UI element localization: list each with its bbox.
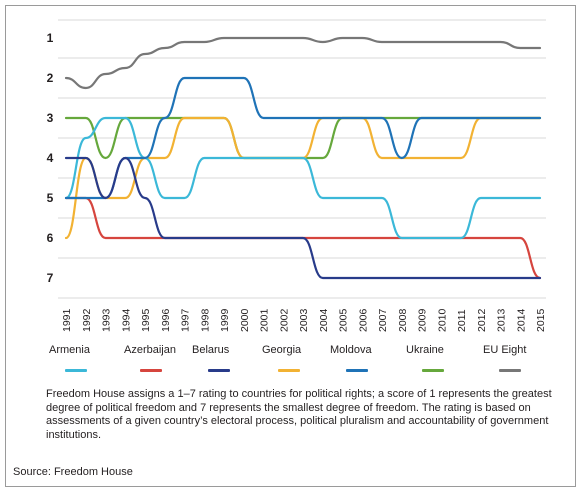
legend-label: Belarus xyxy=(192,344,230,356)
x-tick-label: 1995 xyxy=(140,308,152,332)
y-tick-label: 5 xyxy=(47,191,54,205)
y-tick-label: 2 xyxy=(47,71,54,85)
series-line-eu-eight xyxy=(64,36,542,90)
legend-swatch xyxy=(346,369,368,372)
x-tick-label: 1996 xyxy=(160,308,172,332)
gridlines xyxy=(58,19,546,299)
x-tick-label: 2001 xyxy=(259,308,271,332)
x-tick-label: 1994 xyxy=(120,308,132,332)
x-tick-label: 2003 xyxy=(298,308,310,332)
legend-label: Armenia xyxy=(49,344,90,356)
chart-frame xyxy=(5,5,576,487)
x-tick-label: 1993 xyxy=(101,308,113,332)
series-line-moldova xyxy=(64,76,542,200)
x-tick-label: 2014 xyxy=(515,308,527,332)
legend-label: Azerbaijan xyxy=(124,344,176,356)
x-tick-label: 2015 xyxy=(535,308,547,332)
legend-swatch xyxy=(422,369,444,372)
x-tick-label: 1997 xyxy=(180,308,192,332)
x-tick-label: 1999 xyxy=(219,308,231,332)
y-tick-label: 3 xyxy=(47,111,54,125)
y-axis-ticks: 1 2 3 4 5 6 7 xyxy=(47,31,54,285)
source-line: Source: Freedom House xyxy=(13,466,133,478)
legend-swatch xyxy=(499,369,521,372)
x-tick-label: 2005 xyxy=(338,308,350,332)
legend-swatch xyxy=(140,369,162,372)
x-tick-label: 1998 xyxy=(199,308,211,332)
x-tick-label: 2010 xyxy=(436,308,448,332)
legend-label: Ukraine xyxy=(406,344,444,356)
y-tick-label: 1 xyxy=(47,31,54,45)
x-tick-label: 2009 xyxy=(417,308,429,332)
legend-swatch xyxy=(65,369,87,372)
x-axis-ticks: 1991 1992 1993 1994 1995 1996 1997 1998 1999 2000… xyxy=(61,308,547,332)
x-tick-label: 2013 xyxy=(496,308,508,332)
x-tick-label: 2004 xyxy=(318,308,330,332)
chart-note: Freedom House assigns a 1–7 rating to co… xyxy=(46,388,552,441)
legend-swatch xyxy=(208,369,230,372)
legend-label: Georgia xyxy=(262,344,302,356)
x-tick-label: 1991 xyxy=(61,308,73,332)
x-tick-label: 1992 xyxy=(81,308,93,332)
legend-label: EU Eight xyxy=(483,344,527,356)
x-tick-label: 2011 xyxy=(456,309,468,332)
y-tick-label: 4 xyxy=(47,151,54,165)
legend-label: Moldova xyxy=(330,344,372,356)
y-tick-label: 6 xyxy=(47,231,54,245)
line-chart: 1 2 3 4 5 6 7 1991 1992 1993 1994 1995 1996 1997 1998… xyxy=(47,19,547,332)
x-tick-label: 2012 xyxy=(476,308,488,332)
x-tick-label: 2007 xyxy=(377,308,389,332)
series-line-belarus xyxy=(64,156,542,280)
series-lines xyxy=(64,36,542,280)
x-tick-label: 2000 xyxy=(239,308,251,332)
x-tick-label: 2002 xyxy=(278,308,290,332)
x-tick-label: 2006 xyxy=(357,308,369,332)
x-tick-label: 2008 xyxy=(397,308,409,332)
y-tick-label: 7 xyxy=(47,271,54,285)
legend-swatch xyxy=(278,369,300,372)
